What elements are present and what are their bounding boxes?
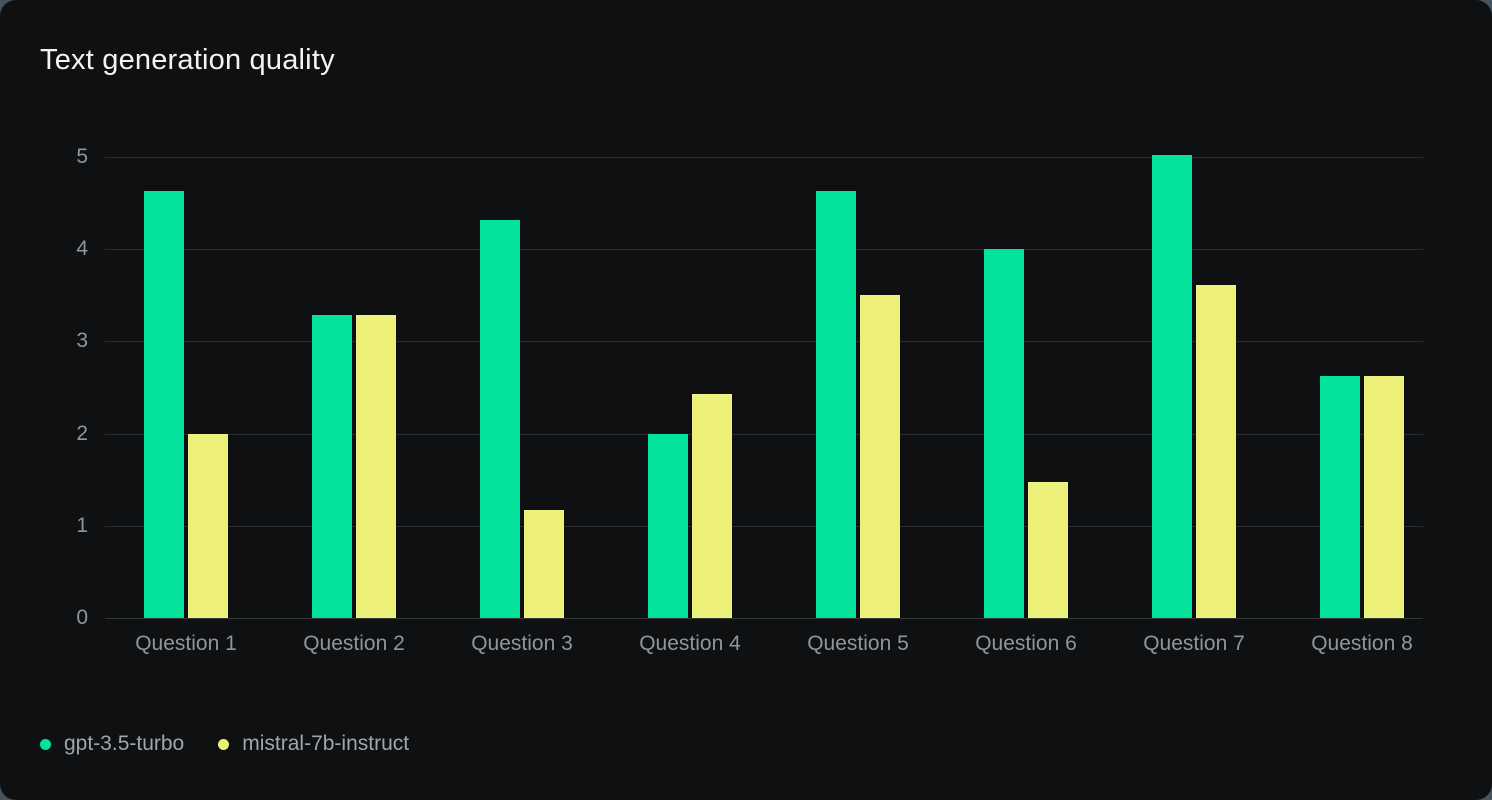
legend: gpt-3.5-turbo mistral-7b-instruct (40, 732, 409, 756)
chart-plot-area (105, 155, 1423, 619)
x-axis-category-label: Question 2 (303, 632, 405, 655)
chart-title: Text generation quality (40, 44, 335, 76)
gridline (105, 618, 1423, 619)
y-axis-tick-label: 2 (76, 421, 88, 445)
x-axis-category-label: Question 6 (975, 632, 1077, 655)
gridline (105, 433, 1423, 435)
bar-gpt-3.5-turbo[interactable] (312, 314, 352, 618)
gridline (105, 525, 1423, 527)
x-axis-category-label: Question 3 (471, 632, 573, 655)
bar-mistral-7b-instruct[interactable] (692, 394, 732, 618)
gridline (105, 249, 1423, 251)
y-axis-tick-label: 4 (76, 237, 88, 261)
legend-label: mistral-7b-instruct (242, 732, 410, 755)
gridline (105, 341, 1423, 343)
legend-item-gpt-3.5-turbo[interactable]: gpt-3.5-turbo (40, 732, 184, 756)
x-axis-category-label: Question 8 (1311, 632, 1413, 655)
y-axis-tick-label: 3 (76, 329, 88, 353)
bar-mistral-7b-instruct[interactable] (1028, 481, 1068, 618)
legend-dot-icon (218, 738, 230, 750)
y-axis-tick-label: 1 (76, 513, 88, 537)
bar-gpt-3.5-turbo[interactable] (144, 191, 184, 618)
bar-mistral-7b-instruct[interactable] (1196, 285, 1236, 618)
bar-gpt-3.5-turbo[interactable] (648, 433, 688, 618)
bar-gpt-3.5-turbo[interactable] (480, 219, 520, 618)
legend-dot-icon (40, 738, 51, 750)
gridline (105, 157, 1423, 158)
bar-gpt-3.5-turbo[interactable] (1320, 375, 1360, 618)
x-axis-category-label: Question 5 (807, 632, 909, 655)
bar-mistral-7b-instruct[interactable] (860, 295, 900, 618)
legend-item-mistral-7b-instruct[interactable]: mistral-7b-instruct (218, 732, 409, 756)
bar-gpt-3.5-turbo[interactable] (1152, 155, 1192, 618)
y-axis-tick-label: 5 (76, 145, 88, 168)
bar-mistral-7b-instruct[interactable] (188, 433, 228, 618)
x-axis-category-label: Question 1 (135, 632, 237, 655)
legend-label: gpt-3.5-turbo (64, 732, 185, 755)
y-axis-tick-label: 0 (76, 606, 88, 629)
x-axis-category-label: Question 7 (1143, 632, 1245, 655)
x-axis-category-label: Question 4 (639, 632, 741, 655)
bar-gpt-3.5-turbo[interactable] (816, 191, 856, 618)
bar-mistral-7b-instruct[interactable] (1364, 375, 1404, 618)
bar-mistral-7b-instruct[interactable] (524, 510, 564, 618)
bar-mistral-7b-instruct[interactable] (356, 314, 396, 618)
bar-gpt-3.5-turbo[interactable] (984, 249, 1024, 618)
